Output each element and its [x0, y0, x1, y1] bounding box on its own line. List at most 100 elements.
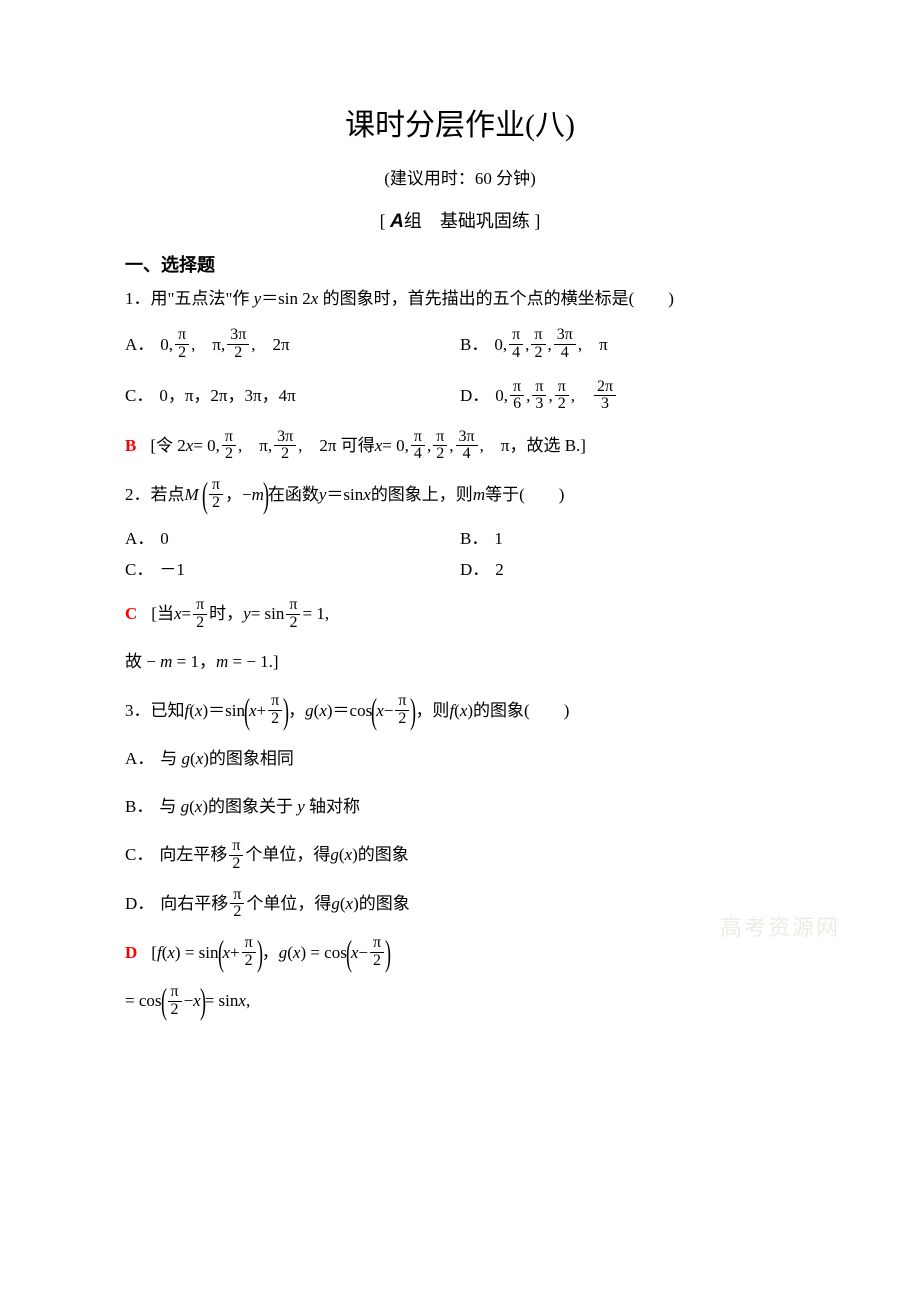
- q2-y: y: [319, 478, 327, 512]
- q1-ans-suffix: , π，故选 B.]: [480, 429, 586, 463]
- q3-f2: π2: [395, 693, 409, 728]
- watermark: 高考资源网: [720, 910, 840, 942]
- q1-ans-bl: [令 2: [150, 429, 185, 463]
- q2-d-text: 2: [495, 557, 504, 583]
- q3-ans-f1: π2: [242, 935, 256, 970]
- q2-c-label: C．: [125, 557, 153, 583]
- q1-a-prefix: 0,: [160, 326, 173, 363]
- q3-number: 3．: [125, 694, 151, 728]
- q1-d-frac3: π2: [555, 379, 569, 414]
- q3-c-mid: 个单位，得: [245, 838, 330, 872]
- q3-ans-l2-minus: −: [184, 984, 194, 1018]
- q1-b-frac1: π4: [509, 327, 523, 362]
- q1-a-frac1: π2: [175, 327, 189, 362]
- q2-ans-l2-m: m: [160, 652, 172, 671]
- q1-ans-f2: 3π2: [274, 429, 296, 464]
- q3-b-g: g: [181, 797, 190, 816]
- q1-b-label: B．: [460, 326, 488, 363]
- q3-ans-l2-eq: = sin: [205, 984, 239, 1018]
- q3-ans-l2-comma: ,: [246, 984, 250, 1018]
- q3-d-mid: 个单位，得: [246, 887, 331, 921]
- q1-text-pre: 用"五点法"作: [151, 289, 254, 308]
- q3-a-g: g: [182, 749, 191, 768]
- q2-eq: ＝sin: [326, 478, 363, 512]
- question-2-stem: 2．若点 M ( π2 ，−m ) 在函数 y＝sin x 的图象上，则 m 等…: [125, 477, 795, 512]
- q3-ans-l2-x2: x: [238, 984, 246, 1018]
- q2-ans-l2-post: = − 1.]: [228, 652, 278, 671]
- q2-d-label: D．: [460, 557, 489, 583]
- q2-ans-eq3: = 1,: [302, 597, 329, 631]
- q3-answer-letter: D: [125, 936, 137, 970]
- q3-rp1: )＝sin: [202, 694, 245, 728]
- q3-ans-rp: ) = sin: [175, 936, 219, 970]
- q1-choices-row-2: C． 0，π，2π，3π，4π D． 0, π6 , π3 , π2 , 2π3: [125, 377, 795, 414]
- q3-post: ，则: [415, 694, 449, 728]
- q2-number: 2．: [125, 478, 151, 512]
- q3-a-pre: 与: [160, 749, 181, 768]
- q3-ans-brp: ): [257, 944, 263, 962]
- q1-c-label: C．: [125, 377, 153, 414]
- q2-ans-mid: 时，: [209, 597, 243, 631]
- q3-ans-brp2: ): [385, 944, 391, 962]
- q1-choices-row-1: A． 0, π2 , π, 3π2 , 2π B． 0, π4 , π2 , 3…: [125, 326, 795, 363]
- q1-number: 1．: [125, 289, 151, 308]
- q1-answer: B [令 2x = 0, π2 , π, 3π2 , 2π 可得 x = 0, …: [125, 429, 795, 464]
- q1-d-c1: ,: [526, 377, 530, 414]
- q2-ans-eq: =: [182, 597, 192, 631]
- q1-choice-a: A． 0, π2 , π, 3π2 , 2π: [125, 326, 460, 363]
- q3-c-x: x: [345, 838, 353, 872]
- q1-choice-d: D． 0, π6 , π3 , π2 , 2π3: [460, 377, 795, 414]
- group-header: [ A组 基础巩固练 ]: [125, 207, 795, 233]
- q1-d-frac2: π3: [532, 379, 546, 414]
- q3-ans-l2-lp: (: [161, 992, 167, 1010]
- q3-answer-line2: = cos ( π2 −x ) = sin x,: [125, 984, 795, 1019]
- q3-ans-x1: x: [167, 936, 175, 970]
- q2-choice-d: D．2: [460, 557, 795, 583]
- q1-a-mid1: , π,: [191, 326, 225, 363]
- q1-a-frac2: 3π2: [227, 327, 249, 362]
- q3-b-post: 轴对称: [305, 797, 360, 816]
- q3-c-frac: π2: [229, 838, 243, 873]
- q2-choices-row-1: A．0 B．1: [125, 526, 795, 552]
- q1-ans-f5: 3π4: [456, 429, 478, 464]
- q3-d-label: D．: [125, 887, 154, 921]
- q1-a-label: A．: [125, 326, 154, 363]
- q3-x5: x: [460, 694, 468, 728]
- q3-ans-plus: +: [230, 936, 240, 970]
- q3-rp3: )的图象( ): [467, 694, 569, 728]
- q1-b-frac3: 3π4: [554, 327, 576, 362]
- q1-c-text: 0，π，2π，3π，4π: [159, 377, 295, 414]
- q3-gx: g: [305, 694, 314, 728]
- q2-ans-l2-m2: m: [216, 652, 228, 671]
- page-title: 课时分层作业(八): [125, 100, 795, 144]
- q1-d-label: D．: [460, 377, 489, 414]
- q1-a-mid2: , 2π: [251, 326, 289, 363]
- q3-d-rp: )的图象: [353, 887, 410, 921]
- q1-ans-x2: x: [375, 429, 383, 463]
- q3-b-y: y: [297, 797, 305, 816]
- q2-answer-line1: C [当 x = π2 时，y = sin π2 = 1,: [125, 597, 795, 632]
- q2-c-text: －1: [159, 557, 185, 583]
- q2-ans-l2-mid: = 1，: [172, 652, 216, 671]
- q2-rp: ): [263, 486, 269, 504]
- q3-x3: x: [319, 694, 327, 728]
- q1-d-c3: ,: [571, 377, 592, 414]
- question-1-stem: 1．用"五点法"作 y＝sin 2x 的图象时，首先描出的五个点的横坐标是( ): [125, 285, 795, 314]
- q3-choice-c: C．向左平移 π2 个单位，得 g(x)的图象: [125, 838, 795, 873]
- q2-x: x: [363, 478, 371, 512]
- q1-ans-eq: = 0,: [193, 429, 220, 463]
- q3-x2: x: [249, 694, 257, 728]
- question-3-stem: 3．已知 f(x)＝sin ( x+ π2 ) ，g(x)＝cos ( x− π…: [125, 693, 795, 728]
- q1-ans-m2: , 2π 可得: [298, 429, 375, 463]
- q2-ans-eq2: = sin: [251, 597, 285, 631]
- q3-brp: ): [283, 702, 289, 720]
- q3-ans-g: g: [279, 936, 288, 970]
- q2-ans-bl: [当: [151, 597, 174, 631]
- q2-a-text: 0: [160, 526, 169, 552]
- q1-ans-f3: π4: [411, 429, 425, 464]
- q1-choice-c: C． 0，π，2π，3π，4π: [125, 377, 460, 414]
- q1-b-c2: ,: [548, 326, 552, 363]
- q1-ans-x1: x: [186, 429, 194, 463]
- q2-f1: π2: [209, 477, 223, 512]
- q1-ans-c1: ,: [427, 429, 431, 463]
